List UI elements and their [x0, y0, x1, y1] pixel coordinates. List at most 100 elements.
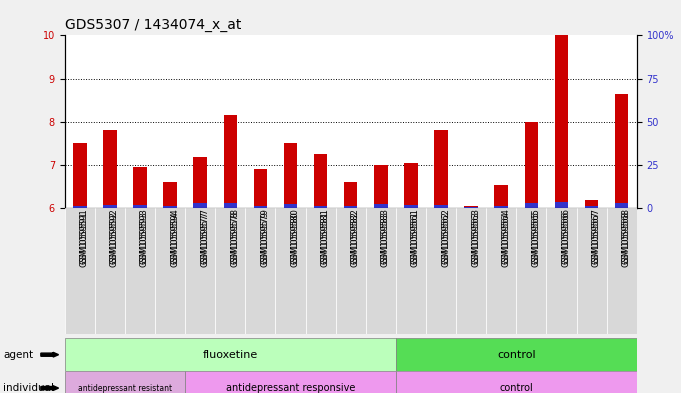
- Bar: [607, 208, 637, 334]
- Bar: [223, 203, 237, 208]
- Bar: [73, 143, 86, 208]
- Bar: [494, 206, 508, 208]
- Bar: [95, 208, 125, 334]
- Text: GSM1059568: GSM1059568: [622, 211, 631, 267]
- Bar: [133, 167, 146, 208]
- Text: GSM1059580: GSM1059580: [291, 208, 300, 264]
- Bar: [426, 208, 456, 334]
- Text: GSM1059582: GSM1059582: [351, 211, 360, 267]
- Bar: [374, 165, 387, 208]
- Text: GSM1059592: GSM1059592: [110, 208, 119, 264]
- Bar: [546, 208, 577, 334]
- Text: GSM1059592: GSM1059592: [110, 211, 119, 266]
- Bar: [404, 163, 417, 208]
- Bar: [133, 205, 146, 208]
- Bar: [275, 208, 306, 334]
- Text: GSM1059563: GSM1059563: [471, 208, 480, 264]
- Text: GSM1059583: GSM1059583: [381, 211, 390, 267]
- Bar: [103, 130, 116, 208]
- Bar: [615, 94, 629, 208]
- Bar: [434, 205, 448, 208]
- Bar: [524, 203, 538, 208]
- Bar: [103, 205, 116, 208]
- Text: antidepressant resistant: antidepressant resistant: [78, 384, 172, 393]
- Bar: [253, 206, 267, 208]
- Bar: [163, 206, 177, 208]
- Bar: [163, 182, 177, 208]
- Text: GSM1059594: GSM1059594: [170, 208, 179, 264]
- Text: GSM1059565: GSM1059565: [531, 208, 540, 264]
- Text: GSM1059566: GSM1059566: [561, 211, 571, 267]
- Text: control: control: [499, 383, 533, 393]
- Bar: [193, 157, 207, 208]
- Bar: [404, 205, 417, 208]
- Text: GSM1059591: GSM1059591: [80, 211, 89, 266]
- Bar: [245, 208, 275, 334]
- Text: GSM1059583: GSM1059583: [381, 208, 390, 264]
- Bar: [374, 204, 387, 208]
- Bar: [396, 208, 426, 334]
- Bar: [223, 116, 237, 208]
- Bar: [65, 208, 95, 334]
- Text: GSM1059577: GSM1059577: [200, 208, 209, 264]
- Bar: [284, 143, 298, 208]
- Text: GSM1059578: GSM1059578: [230, 211, 239, 267]
- Bar: [344, 182, 358, 208]
- Text: GSM1059581: GSM1059581: [321, 211, 330, 267]
- Text: GSM1059594: GSM1059594: [170, 211, 179, 266]
- Bar: [516, 208, 546, 334]
- Text: GSM1059567: GSM1059567: [592, 211, 601, 267]
- Bar: [65, 371, 185, 393]
- Bar: [215, 208, 245, 334]
- Text: GSM1059568: GSM1059568: [622, 208, 631, 264]
- Bar: [253, 169, 267, 208]
- Bar: [577, 208, 607, 334]
- Bar: [344, 206, 358, 208]
- Text: GSM1059563: GSM1059563: [471, 211, 480, 267]
- Text: GSM1059561: GSM1059561: [411, 208, 420, 264]
- Bar: [585, 206, 599, 208]
- Text: GSM1059565: GSM1059565: [531, 211, 540, 267]
- Bar: [494, 185, 508, 208]
- Bar: [185, 371, 396, 393]
- Text: GSM1059580: GSM1059580: [291, 211, 300, 267]
- Text: GSM1059593: GSM1059593: [140, 208, 149, 264]
- Bar: [193, 203, 207, 208]
- Text: GSM1059566: GSM1059566: [561, 208, 571, 264]
- Bar: [434, 130, 448, 208]
- Text: GSM1059579: GSM1059579: [260, 208, 270, 264]
- Bar: [486, 208, 516, 334]
- Bar: [336, 208, 366, 334]
- Text: individual: individual: [3, 383, 54, 393]
- Bar: [464, 206, 478, 208]
- Text: GSM1059561: GSM1059561: [411, 211, 420, 267]
- Text: GSM1059581: GSM1059581: [321, 208, 330, 264]
- Bar: [456, 208, 486, 334]
- Text: GSM1059593: GSM1059593: [140, 211, 149, 267]
- Bar: [396, 371, 637, 393]
- Bar: [65, 338, 396, 371]
- Text: GSM1059591: GSM1059591: [80, 208, 89, 264]
- Bar: [585, 200, 599, 208]
- Text: GSM1059562: GSM1059562: [441, 208, 450, 264]
- Text: GSM1059582: GSM1059582: [351, 208, 360, 264]
- Text: agent: agent: [3, 350, 33, 360]
- Bar: [366, 208, 396, 334]
- Text: GSM1059564: GSM1059564: [501, 208, 510, 264]
- Text: GSM1059567: GSM1059567: [592, 208, 601, 264]
- Text: GSM1059578: GSM1059578: [230, 208, 239, 264]
- Text: GSM1059577: GSM1059577: [200, 211, 209, 267]
- Text: fluoxetine: fluoxetine: [203, 350, 258, 360]
- Bar: [125, 208, 155, 334]
- Text: GSM1059579: GSM1059579: [260, 211, 270, 267]
- Bar: [396, 338, 637, 371]
- Text: GSM1059562: GSM1059562: [441, 211, 450, 267]
- Bar: [314, 154, 328, 208]
- Bar: [555, 202, 568, 208]
- Bar: [155, 208, 185, 334]
- Text: GSM1059564: GSM1059564: [501, 211, 510, 267]
- Bar: [306, 208, 336, 334]
- Bar: [73, 206, 86, 208]
- Text: GDS5307 / 1434074_x_at: GDS5307 / 1434074_x_at: [65, 18, 241, 32]
- Bar: [555, 35, 568, 208]
